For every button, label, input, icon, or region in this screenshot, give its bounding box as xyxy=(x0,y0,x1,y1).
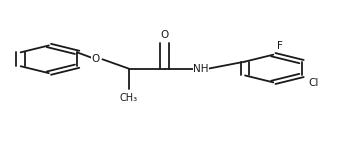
Text: CH₃: CH₃ xyxy=(119,93,138,103)
Text: NH: NH xyxy=(193,64,209,73)
Text: Cl: Cl xyxy=(309,78,319,88)
Text: O: O xyxy=(92,54,100,64)
Text: O: O xyxy=(161,30,169,40)
Text: F: F xyxy=(277,41,283,51)
